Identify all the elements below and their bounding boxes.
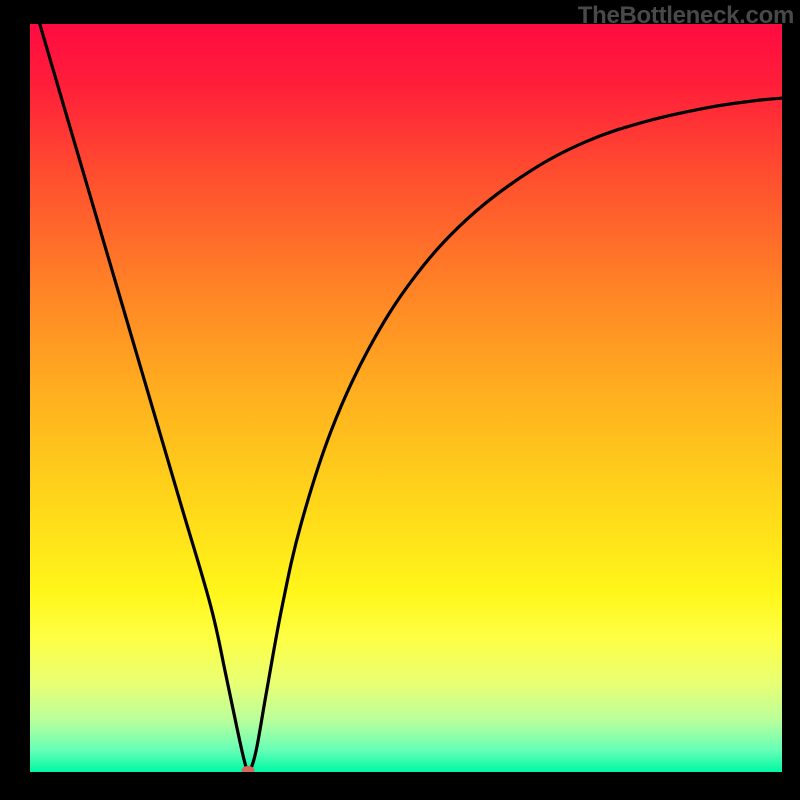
curve-svg	[30, 24, 782, 772]
figure-container: { "figure": { "width_px": 800, "height_p…	[0, 0, 800, 800]
watermark-text: TheBottleneck.com	[578, 2, 794, 30]
plot-area	[30, 24, 782, 772]
bottleneck-curve	[40, 24, 782, 771]
